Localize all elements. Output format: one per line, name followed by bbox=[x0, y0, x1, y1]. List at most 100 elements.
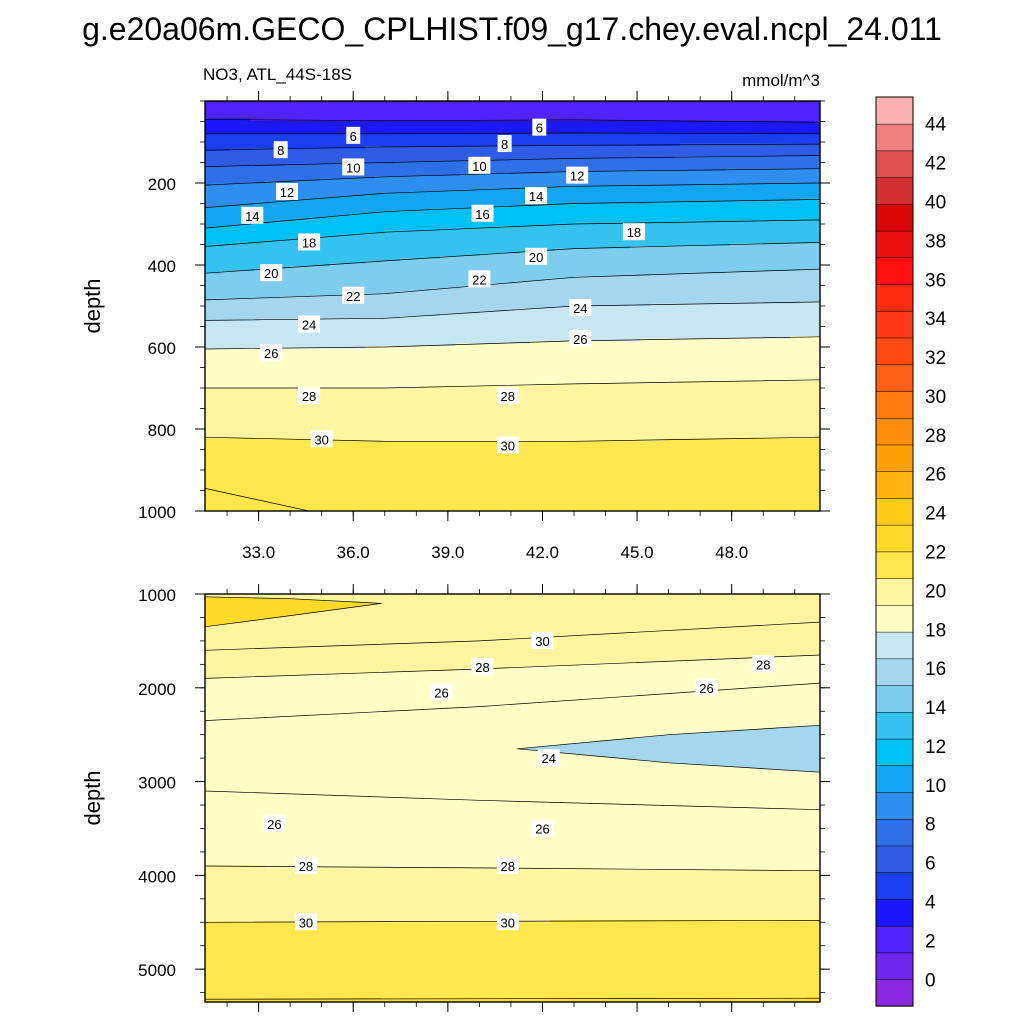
x-tick-label: 45.0 bbox=[621, 543, 654, 562]
colorbar-tick-label: 26 bbox=[925, 465, 946, 486]
colorbar-box bbox=[875, 497, 914, 526]
colorbar-box bbox=[875, 604, 914, 633]
colorbar-tick-label: 10 bbox=[925, 776, 946, 797]
contour-line bbox=[205, 132, 820, 135]
colorbar-box bbox=[875, 898, 914, 927]
y-tick-label: 200 bbox=[148, 175, 176, 194]
colorbar-tick-label: 36 bbox=[925, 270, 946, 291]
contour-label-box bbox=[496, 436, 519, 454]
contour-label: 26 bbox=[267, 817, 281, 832]
contour-label: 24 bbox=[542, 751, 556, 766]
contour-label-box bbox=[497, 135, 512, 153]
units-label: mmol/m^3 bbox=[742, 71, 820, 90]
lower-panel: 30 28 28 26 26 24 26 26 28 28 30 30 1000 2000 3000 4000… bbox=[80, 584, 830, 1012]
contour-label: 8 bbox=[501, 137, 508, 152]
contour-line bbox=[205, 596, 382, 628]
colorbar-tick-label: 2 bbox=[925, 931, 936, 952]
colorbar-box bbox=[875, 952, 914, 980]
contour-label-box bbox=[525, 187, 548, 205]
colorbar-box bbox=[875, 684, 914, 713]
colorbar-box bbox=[875, 979, 914, 1007]
contour-line bbox=[517, 748, 820, 773]
contour-label-box bbox=[294, 857, 317, 874]
contour-label: 22 bbox=[346, 289, 360, 304]
colorbar-box bbox=[875, 577, 914, 606]
contour-label: 6 bbox=[536, 121, 543, 136]
y-tick-label: 600 bbox=[148, 339, 176, 358]
contour-label-box bbox=[468, 156, 491, 174]
contour-label-box bbox=[566, 166, 589, 184]
colorbar-tick-label: 44 bbox=[925, 115, 947, 136]
colorbar-box bbox=[875, 283, 914, 312]
colorbar-box bbox=[875, 524, 914, 553]
colorbar-box bbox=[875, 551, 914, 579]
contour-label: 24 bbox=[302, 317, 316, 332]
y-tick-label: 4000 bbox=[138, 867, 176, 886]
colorbar-box bbox=[875, 444, 914, 472]
contour-label: 30 bbox=[535, 634, 549, 649]
contour-label: 18 bbox=[302, 235, 316, 250]
contour-label: 28 bbox=[302, 389, 316, 404]
contour-label-box bbox=[695, 678, 718, 696]
plot-frame bbox=[204, 593, 821, 1003]
contour-label: 28 bbox=[299, 859, 313, 874]
contour-label-box bbox=[468, 270, 491, 288]
contour-label: 8 bbox=[277, 143, 284, 158]
contour-label: 12 bbox=[570, 169, 584, 184]
contour-label: 22 bbox=[472, 272, 486, 287]
colorbar-tick-label: 16 bbox=[925, 659, 946, 680]
contour-label: 20 bbox=[529, 250, 543, 265]
contour-label-box bbox=[471, 204, 494, 222]
contour-label-box bbox=[569, 329, 592, 347]
contour-label: 10 bbox=[472, 159, 486, 174]
y-tick-label: 1000 bbox=[138, 586, 176, 605]
colorbar-tick-label: 28 bbox=[925, 426, 946, 447]
colorbar-box bbox=[875, 230, 914, 259]
contour-line bbox=[517, 724, 820, 750]
colorbar-tick-label: 32 bbox=[925, 348, 946, 369]
contour-label: 26 bbox=[573, 332, 587, 347]
colorbar-tick-label: 4 bbox=[925, 892, 936, 913]
contour-label: 28 bbox=[501, 389, 515, 404]
colorbar-box bbox=[875, 658, 914, 686]
y-tick-label: 3000 bbox=[138, 774, 176, 793]
y-tick-label: 1000 bbox=[138, 503, 176, 522]
contour-line bbox=[205, 997, 820, 1000]
contour-label: 30 bbox=[501, 915, 515, 930]
x-tick-label: 39.0 bbox=[431, 543, 464, 562]
colorbar-box bbox=[875, 791, 914, 820]
contour-label-box bbox=[294, 913, 317, 931]
contour-line bbox=[205, 790, 820, 811]
contour-label-box bbox=[263, 814, 286, 832]
x-tick-label: 42.0 bbox=[526, 543, 559, 562]
contour-line bbox=[205, 301, 820, 321]
contour-label: 30 bbox=[314, 432, 328, 447]
contour-label-box bbox=[276, 183, 298, 201]
y-axis-label: depth bbox=[80, 278, 105, 333]
contour-line bbox=[205, 219, 820, 247]
contour-label-box bbox=[260, 344, 283, 362]
contour-label: 28 bbox=[756, 657, 770, 672]
contour-label-box bbox=[342, 158, 365, 176]
colorbar-tick-label: 20 bbox=[925, 581, 946, 602]
contour-label-box bbox=[752, 655, 775, 673]
colorbar-box bbox=[875, 711, 914, 740]
contour-label-box bbox=[241, 206, 264, 224]
colorbar-box bbox=[875, 738, 914, 767]
contour-label: 26 bbox=[434, 685, 448, 700]
contour-label: 28 bbox=[475, 660, 489, 675]
contour-label-box bbox=[310, 430, 333, 448]
contour-line bbox=[205, 143, 820, 151]
colorbar-box bbox=[875, 337, 914, 366]
contour-label-box bbox=[496, 857, 519, 874]
contour-label: 30 bbox=[501, 438, 515, 453]
contour-label-box bbox=[531, 819, 554, 837]
colorbar-box bbox=[875, 176, 914, 205]
contour-line bbox=[205, 168, 820, 186]
contour-line bbox=[205, 119, 820, 123]
colorbar-tick-label: 6 bbox=[925, 854, 936, 875]
colorbar-tick-label: 24 bbox=[925, 504, 947, 525]
colorbar-box bbox=[875, 257, 914, 285]
colorbar-box bbox=[875, 203, 914, 232]
y-tick-label: 2000 bbox=[138, 680, 176, 699]
